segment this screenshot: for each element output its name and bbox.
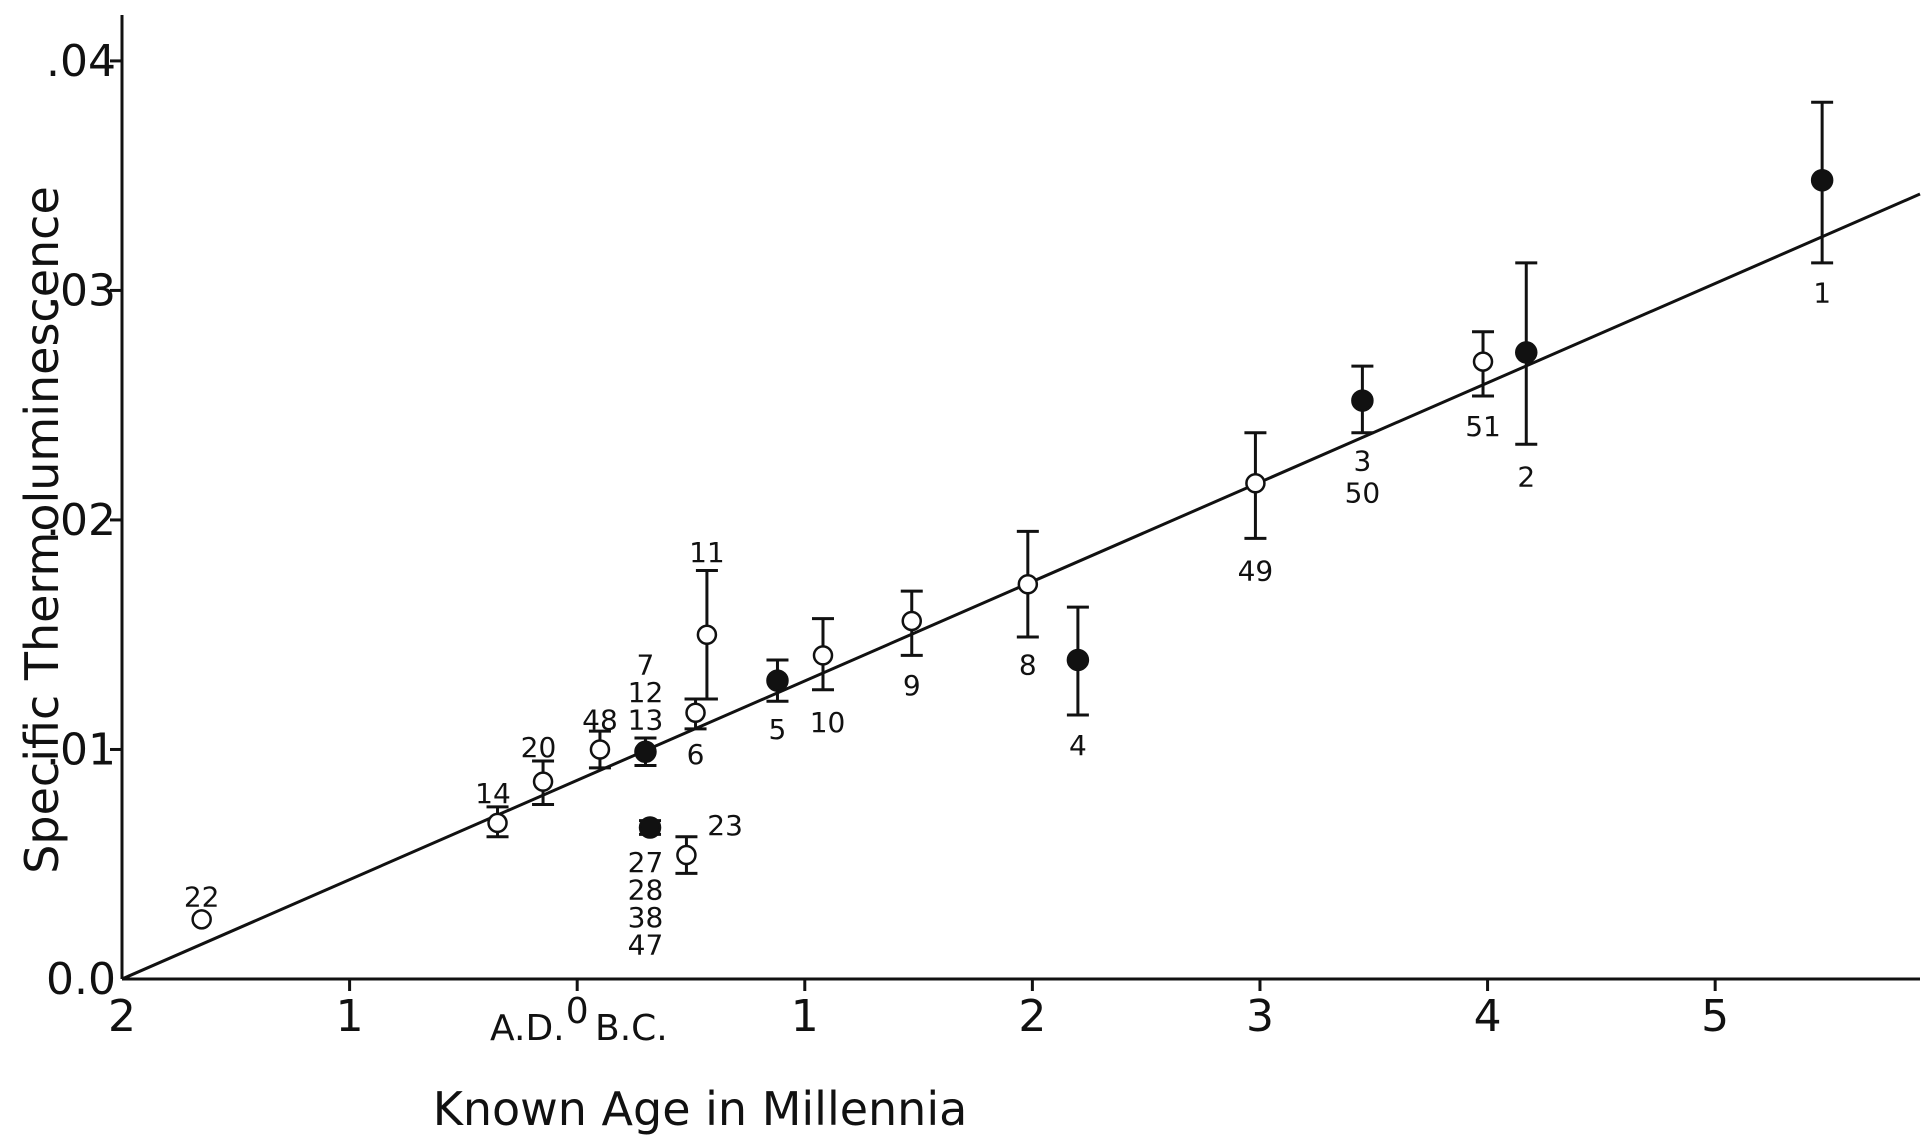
point-label: 9 xyxy=(903,669,921,702)
point-label: 3 xyxy=(1353,444,1371,477)
open-data-point xyxy=(1245,472,1266,494)
point-label: 49 xyxy=(1238,554,1274,587)
data-point-group xyxy=(766,658,789,703)
x-tick-label: 3 xyxy=(1246,991,1274,1042)
point-label: 8 xyxy=(1019,649,1037,682)
point-label: 14 xyxy=(475,777,511,810)
data-point-group xyxy=(1810,100,1834,265)
era-label-bc: B.C. xyxy=(595,1008,668,1049)
x-tick-label: 1 xyxy=(336,991,364,1042)
open-data-point xyxy=(1017,573,1039,595)
open-data-point xyxy=(487,812,508,834)
point-label: 2 xyxy=(1517,460,1535,493)
y-ticks: 0.0 .01 .02 .03 .04 xyxy=(46,36,122,1005)
point-label: 12 xyxy=(628,676,664,709)
open-data-point xyxy=(696,624,718,645)
data-point-group xyxy=(675,835,698,875)
open-data-point xyxy=(812,645,834,666)
era-label-ad: A.D. xyxy=(490,1008,565,1049)
filled-data-point xyxy=(1810,169,1834,192)
data-point-group xyxy=(638,816,662,839)
x-tick-label: 2 xyxy=(108,991,136,1042)
data-point-group xyxy=(191,909,212,930)
open-data-point xyxy=(685,702,706,724)
point-label: 48 xyxy=(582,704,618,737)
data-point-group xyxy=(811,617,834,692)
data-point-group xyxy=(1066,605,1090,717)
data-point-group xyxy=(486,805,509,839)
point-label: 50 xyxy=(1345,476,1381,509)
data-point-group xyxy=(1351,364,1374,435)
open-data-point xyxy=(1472,351,1494,372)
x-tick-label: 4 xyxy=(1474,991,1502,1042)
y-tick-label: .02 xyxy=(46,495,116,546)
x-tick-label: 2 xyxy=(1018,991,1046,1042)
point-label: 11 xyxy=(689,536,725,569)
data-point-group xyxy=(695,568,718,701)
y-tick-label: .04 xyxy=(46,36,116,87)
y-tick-label: .01 xyxy=(46,724,116,775)
point-label: 1 xyxy=(1813,277,1831,310)
x-tick-label: 5 xyxy=(1701,991,1729,1042)
data-point-group xyxy=(900,589,923,657)
open-data-point xyxy=(676,844,697,866)
point-label: 23 xyxy=(707,809,743,842)
point-label: 27 xyxy=(628,846,664,879)
filled-data-point xyxy=(634,740,657,764)
data-point-group xyxy=(588,729,611,770)
open-data-point xyxy=(191,909,212,930)
x-axis-title: Known Age in Millennia xyxy=(433,1082,968,1136)
open-data-point xyxy=(901,610,923,632)
data-point-group xyxy=(634,736,657,768)
filled-data-point xyxy=(1515,341,1538,364)
filled-data-point xyxy=(1351,389,1374,412)
open-data-point xyxy=(589,739,611,760)
data-points xyxy=(191,100,1834,930)
point-label: 47 xyxy=(628,929,664,962)
point-label: 5 xyxy=(769,713,787,746)
y-axis-title: Specific Thermoluminescence xyxy=(15,186,69,874)
y-tick-label: 0.0 xyxy=(46,954,116,1005)
data-point-group xyxy=(1244,431,1267,540)
point-label: 38 xyxy=(628,901,664,934)
point-label: 13 xyxy=(628,704,664,737)
data-point-group xyxy=(684,697,707,731)
open-data-point xyxy=(532,771,554,792)
x-tick-label: 0 xyxy=(566,991,589,1032)
point-label: 7 xyxy=(637,649,655,682)
point-label: 28 xyxy=(628,873,664,906)
filled-data-point xyxy=(638,816,662,839)
x-ticks: 2 1 0 1 2 3 4 5 xyxy=(108,979,1729,1042)
data-point-group xyxy=(1515,261,1538,446)
data-point-group xyxy=(1016,529,1039,639)
filled-data-point xyxy=(766,669,789,692)
data-point-group xyxy=(532,759,555,807)
filled-data-point xyxy=(1066,648,1090,672)
y-tick-label: .03 xyxy=(46,265,116,316)
point-label: 51 xyxy=(1465,410,1501,443)
point-label: 20 xyxy=(521,731,557,764)
data-point-group xyxy=(1472,330,1495,398)
x-tick-label: 1 xyxy=(791,991,819,1042)
point-label: 22 xyxy=(184,880,220,913)
point-label: 10 xyxy=(810,706,846,739)
point-label: 4 xyxy=(1069,729,1087,762)
point-label: 6 xyxy=(687,738,705,771)
